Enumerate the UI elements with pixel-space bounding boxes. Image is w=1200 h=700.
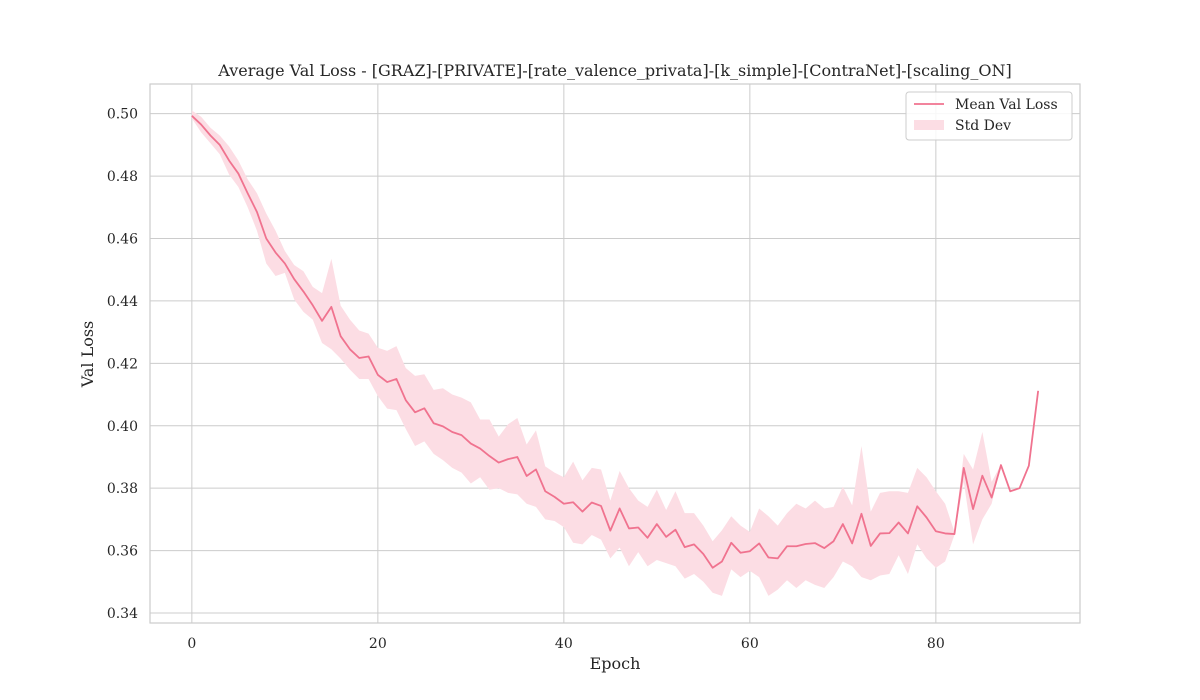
y-tick-label: 0.42	[107, 356, 138, 372]
std-dev-band	[191, 110, 1039, 596]
x-tick-labels: 0 20 40 60 80	[187, 636, 944, 652]
y-axis-label: Val Loss	[78, 321, 97, 389]
plot-frame	[149, 83, 1081, 624]
x-axis-label: Epoch	[590, 654, 641, 673]
y-tick-labels: 0.34 0.36 0.38 0.40 0.42 0.44 0.46 0.48 0.50	[107, 107, 138, 622]
x-tick-label: 40	[555, 636, 573, 652]
x-tick-label: 60	[741, 636, 759, 652]
legend: Mean Val Loss Std Dev	[905, 91, 1073, 141]
mean-val-loss-line	[191, 115, 1040, 569]
y-tick-label: 0.48	[107, 169, 138, 185]
y-tick-label: 0.38	[107, 481, 138, 497]
y-tick-label: 0.36	[107, 544, 138, 560]
x-tick-label: 80	[927, 636, 945, 652]
chart-title: Average Val Loss - [GRAZ]-[PRIVATE]-[rat…	[217, 61, 1011, 80]
y-tick-label: 0.40	[107, 419, 138, 435]
legend-label-mean: Mean Val Loss	[955, 97, 1058, 113]
x-tick-label: 20	[369, 636, 387, 652]
legend-band-swatch	[914, 120, 944, 130]
y-tick-label: 0.44	[107, 294, 138, 310]
y-tick-label: 0.50	[107, 107, 138, 123]
x-tick-label: 0	[187, 636, 196, 652]
y-tick-label: 0.46	[107, 231, 138, 247]
legend-label-std: Std Dev	[955, 118, 1011, 134]
legend-box	[905, 91, 1073, 141]
y-tick-label: 0.34	[107, 606, 138, 622]
